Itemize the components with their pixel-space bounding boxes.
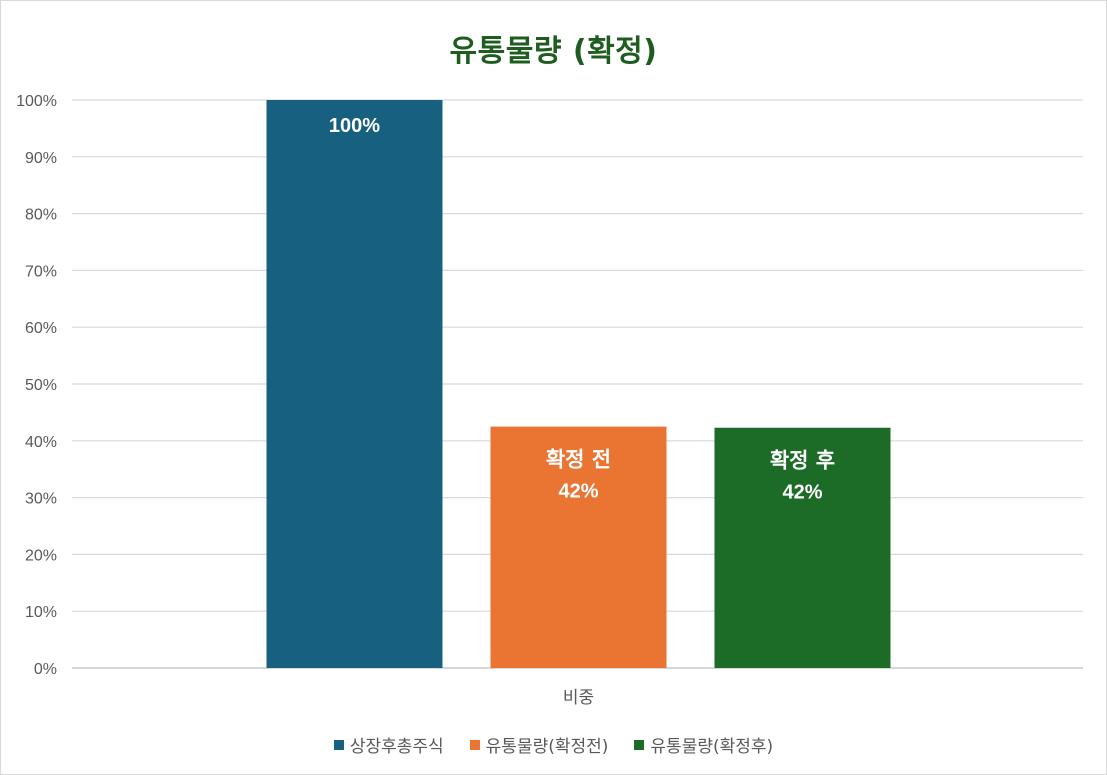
bar-value-label: 100% <box>329 115 380 137</box>
y-tick-label: 90% <box>25 150 57 167</box>
legend-label: 유통물량(확정후) <box>650 737 774 757</box>
bar <box>714 427 891 668</box>
legend-item: 유통물량(확정후) <box>634 732 773 757</box>
x-category-label: 비중 <box>563 688 594 708</box>
bar <box>490 426 667 668</box>
x-axis-categories: 비중 <box>563 688 594 708</box>
legend-label: 유통물량(확정전) <box>485 737 609 757</box>
legend-swatch <box>333 739 344 750</box>
y-tick-label: 50% <box>25 377 57 394</box>
bar-category-label: 확정 후 <box>770 449 835 473</box>
bar-value-label: 42% <box>558 481 598 503</box>
y-tick-label: 40% <box>25 434 57 451</box>
bar-category-label: 확정 전 <box>546 448 611 472</box>
y-tick-label: 10% <box>25 604 57 621</box>
bar-labels: 100% 확정 전 42% 확정 후 42% <box>329 115 835 504</box>
y-tick-label: 80% <box>25 207 57 224</box>
legend: 상장후총주식 유통물량(확정전) 유통물량(확정후) <box>0 732 1107 757</box>
legend-item: 유통물량(확정전) <box>469 732 609 757</box>
legend-swatch <box>634 739 645 750</box>
y-tick-label: 0% <box>34 661 57 678</box>
chart-title: 유통물량 (확정) <box>449 34 658 69</box>
gridlines <box>72 99 1083 669</box>
legend-swatch <box>469 739 480 750</box>
y-tick-label: 100% <box>16 93 57 110</box>
bars <box>266 100 891 668</box>
y-tick-label: 30% <box>25 491 57 508</box>
y-tick-label: 20% <box>25 547 57 564</box>
bar <box>266 100 443 668</box>
legend-item: 상장후총주식 <box>333 732 444 757</box>
bar-value-label: 42% <box>782 482 822 504</box>
y-tick-label: 70% <box>25 263 57 280</box>
y-axis-ticks: 0% 10% 20% 30% 40% 50% 60% 70% 80% 90% 100% <box>16 93 57 678</box>
y-tick-label: 60% <box>25 320 57 337</box>
legend-label: 상장후총주식 <box>349 737 444 757</box>
